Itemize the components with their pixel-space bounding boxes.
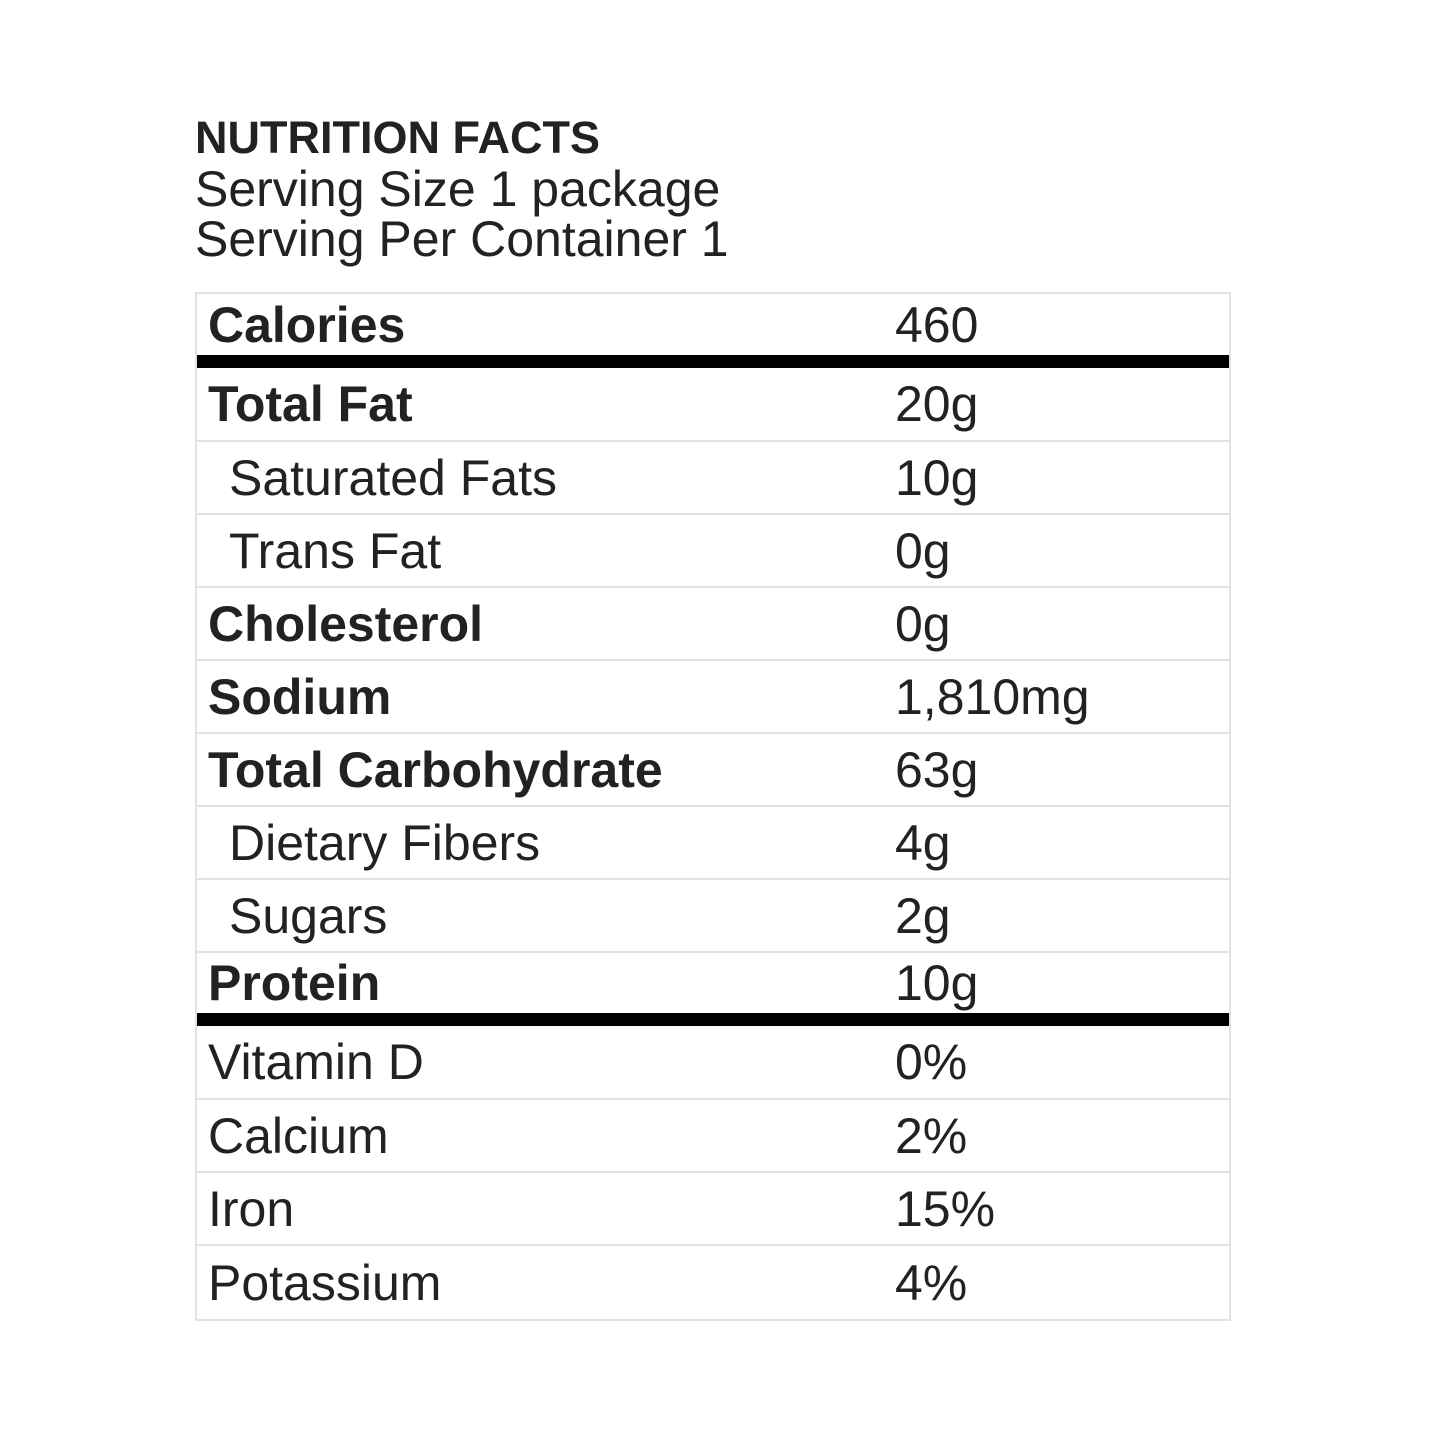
row-value: 0g	[895, 522, 951, 579]
table-row-sodium: Sodium 1,810mg	[197, 661, 1229, 734]
table-row-calories: Calories 460	[197, 294, 1229, 368]
table-row-cholesterol: Cholesterol 0g	[197, 588, 1229, 661]
row-value: 0g	[895, 595, 951, 652]
page-title: NUTRITION FACTS	[195, 112, 600, 163]
nutrition-table: Calories 460 Total Fat 20g Saturated Fat…	[195, 292, 1231, 1321]
row-value: 2g	[895, 887, 951, 944]
row-label: Calories	[208, 296, 406, 353]
row-label: Total Carbohydrate	[208, 741, 663, 798]
row-value: 10g	[895, 449, 979, 506]
row-label: Sugars	[229, 887, 388, 944]
table-row-dietary-fibers: Dietary Fibers 4g	[197, 807, 1229, 880]
row-label: Vitamin D	[208, 1034, 424, 1090]
row-label: Protein	[208, 955, 381, 1011]
table-row-trans-fat: Trans Fat 0g	[197, 515, 1229, 588]
row-value: 2%	[895, 1107, 968, 1164]
table-row-total-fat: Total Fat 20g	[197, 368, 1229, 442]
table-row-total-carbohydrate: Total Carbohydrate 63g	[197, 734, 1229, 807]
row-value: 4g	[895, 814, 951, 871]
table-row-vitamin-d: Vitamin D 0%	[197, 1026, 1229, 1100]
row-label: Total Fat	[208, 376, 413, 432]
row-label: Trans Fat	[229, 522, 442, 579]
table-row-protein: Protein 10g	[197, 953, 1229, 1026]
row-label: Potassium	[208, 1254, 442, 1311]
nutrition-header: NUTRITION FACTS Serving Size 1 package S…	[195, 112, 729, 264]
row-value: 1,810mg	[895, 668, 1090, 725]
table-row-potassium: Potassium 4%	[197, 1246, 1229, 1319]
row-label: Saturated Fats	[229, 449, 557, 506]
row-value: 15%	[895, 1180, 996, 1237]
table-row-sugars: Sugars 2g	[197, 880, 1229, 953]
row-label: Cholesterol	[208, 595, 484, 652]
row-label: Iron	[208, 1180, 295, 1237]
table-row-iron: Iron 15%	[197, 1173, 1229, 1246]
row-label: Dietary Fibers	[229, 814, 541, 871]
row-value: 63g	[895, 741, 979, 798]
row-value: 0%	[895, 1034, 968, 1090]
row-value: 20g	[895, 376, 979, 432]
servings-per-container: Serving Per Container 1	[195, 211, 729, 267]
row-value: 460	[895, 296, 979, 353]
row-label: Calcium	[208, 1107, 389, 1164]
row-value: 10g	[895, 955, 979, 1011]
table-row-calcium: Calcium 2%	[197, 1100, 1229, 1173]
table-row-saturated-fats: Saturated Fats 10g	[197, 442, 1229, 515]
row-value: 4%	[895, 1254, 968, 1311]
serving-size: Serving Size 1 package	[195, 161, 721, 217]
row-label: Sodium	[208, 668, 392, 725]
